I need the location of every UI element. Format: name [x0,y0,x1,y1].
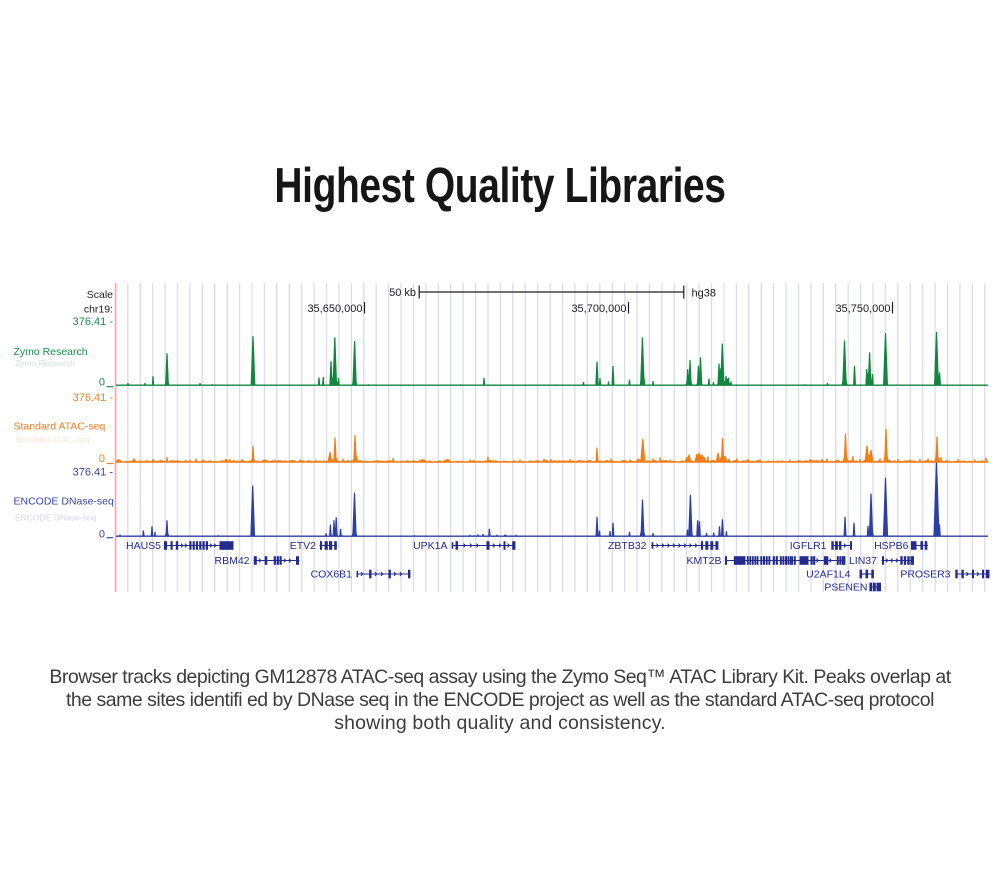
svg-text:ETV2: ETV2 [290,540,316,552]
svg-text:KMT2B: KMT2B [686,555,721,567]
svg-text:PSENEN: PSENEN [824,582,867,594]
svg-text:ENCODE DNase-seq: ENCODE DNase-seq [15,513,97,523]
svg-text:50 kb: 50 kb [389,287,416,299]
svg-text:HAUS5: HAUS5 [126,540,161,552]
svg-text:Zymo Research: Zymo Research [15,358,75,368]
svg-text:Zymo Research: Zymo Research [14,346,88,358]
svg-text:RBM42: RBM42 [214,555,249,567]
svg-text:COX6B1: COX6B1 [311,569,353,581]
svg-text:Standard ATAC-seq: Standard ATAC-seq [15,435,90,445]
svg-text:0: 0 [99,529,105,541]
svg-text:Standard ATAC-seq: Standard ATAC-seq [14,420,106,432]
svg-text:hg38: hg38 [692,288,716,300]
svg-text:376.41 -: 376.41 - [73,316,114,328]
svg-text:LIN37: LIN37 [849,555,877,567]
svg-text:ZBTB32: ZBTB32 [608,540,647,552]
svg-text:chr19:: chr19: [84,304,113,316]
svg-text:35,700,000: 35,700,000 [571,303,626,315]
svg-text:U2AF1L4: U2AF1L4 [806,569,851,581]
svg-text:PROSER3: PROSER3 [900,569,950,581]
svg-text:HSPB6: HSPB6 [874,540,909,552]
svg-text:IGFLR1: IGFLR1 [790,540,827,552]
svg-text:376.41 -: 376.41 - [73,392,114,404]
svg-text:0: 0 [99,453,105,465]
svg-text:35,750,000: 35,750,000 [835,303,890,315]
svg-text:ENCODE DNase-seq: ENCODE DNase-seq [14,496,115,508]
svg-text:Scale: Scale [87,289,113,301]
svg-text:0: 0 [99,377,105,389]
svg-text:35,650,000: 35,650,000 [307,303,362,315]
svg-text:376.41 -: 376.41 - [73,466,114,478]
svg-text:UPK1A: UPK1A [413,540,447,552]
